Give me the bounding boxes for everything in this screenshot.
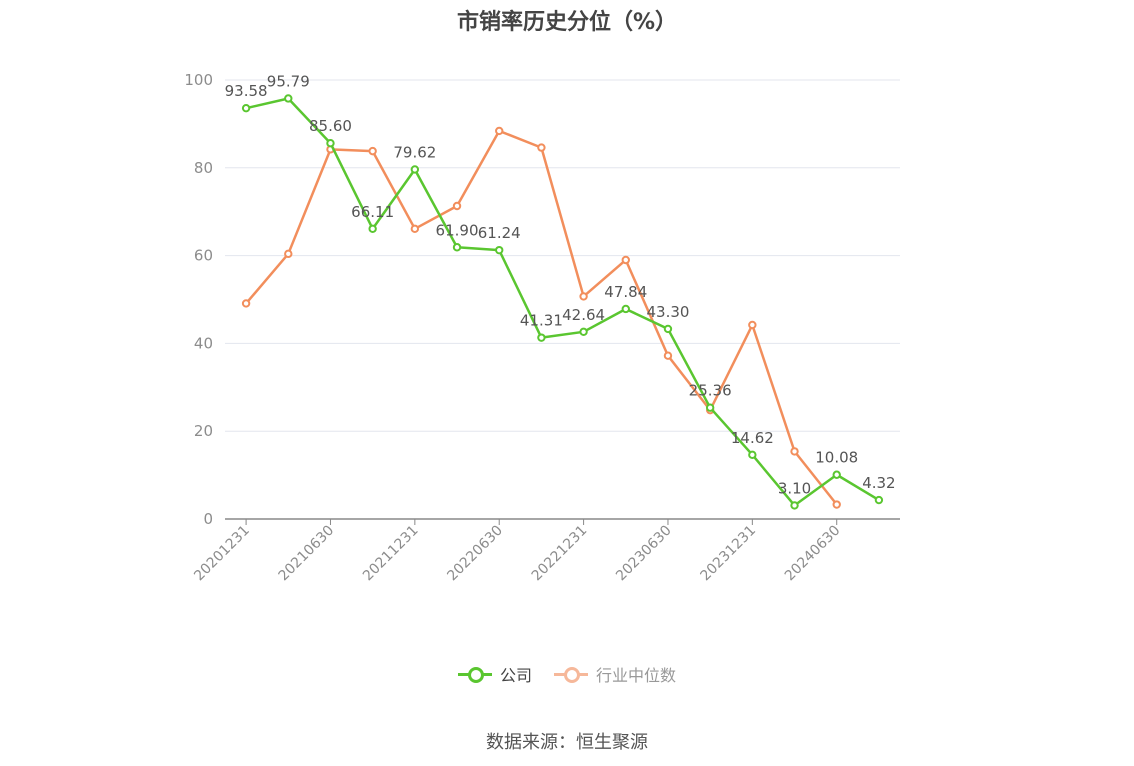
company-series-point: [705, 403, 715, 412]
industry-series-point: [748, 320, 757, 330]
company-data-label: 25.36: [689, 382, 732, 400]
industry-series-point: [452, 201, 462, 211]
company-series-point: [579, 327, 588, 337]
company-data-label: 85.60: [309, 117, 352, 135]
x-tick-label: 20221231: [529, 523, 591, 585]
x-tick-label: 20231231: [697, 523, 759, 585]
company-series-point: [284, 94, 293, 103]
company-series-point: [410, 165, 420, 174]
company-data-label: 41.31: [520, 312, 563, 330]
company-series-point: [663, 324, 673, 334]
industry-series-point: [790, 447, 799, 456]
company-data-label: 14.62: [731, 429, 774, 447]
x-axis: 20201231 20210630 20211231 20220630 20221231…: [191, 518, 900, 585]
company-series-point: [326, 139, 335, 148]
data-source: 数据来源：恒生聚源: [486, 732, 648, 753]
y-tick-label: 40: [194, 334, 213, 352]
y-tick-label: 0: [203, 510, 213, 528]
x-tick-label: 20220630: [444, 523, 506, 585]
company-data-label: 66.11: [351, 203, 394, 221]
company-data-label: 61.90: [436, 221, 479, 239]
industry-series-point: [410, 224, 420, 234]
company-series-point: [537, 333, 546, 342]
legend: 公司 行业中位数: [0, 662, 1134, 686]
industry-series-point: [663, 351, 673, 360]
industry-series-point: [579, 292, 588, 301]
legend-industry-label: 行业中位数: [596, 666, 677, 685]
industry-series-point: [621, 255, 630, 265]
y-tick-label: 80: [194, 159, 213, 177]
legend-company-label: 公司: [499, 666, 532, 685]
industry-series-point: [495, 126, 504, 136]
y-tick-label: 20: [194, 422, 213, 440]
chart-title: 市销率历史分位（%）: [456, 10, 678, 35]
company-series-point: [748, 450, 757, 460]
x-tick-label: 20201231: [191, 523, 253, 585]
company-series-point: [874, 495, 884, 505]
company-data-label: 10.08: [815, 449, 858, 467]
company-series-point: [495, 245, 504, 255]
company-series-point: [790, 501, 799, 510]
company-series-point: [621, 304, 630, 314]
industry-series-point: [832, 500, 841, 509]
company-data-label: 3.10: [778, 479, 811, 497]
company-series-line: [245, 97, 880, 507]
legend-company-marker: [457, 666, 492, 683]
y-tick-label: 60: [194, 247, 213, 265]
company-series-point: [452, 243, 462, 252]
x-tick-label: 20211231: [360, 523, 422, 585]
legend-item-industry[interactable]: 行业中位数: [554, 662, 676, 686]
company-series-point: [368, 224, 377, 233]
company-series-point: [241, 103, 251, 113]
y-axis-ticks: 0 20 40 60 80 100: [184, 71, 213, 528]
company-series-point: [832, 470, 841, 479]
industry-series-point: [537, 143, 546, 152]
x-tick-label: 20210630: [276, 523, 338, 585]
series-group: [241, 94, 884, 510]
company-data-label: 4.32: [862, 474, 895, 492]
company-data-label: 93.58: [225, 82, 268, 100]
industry-series-point: [284, 249, 293, 259]
legend-item-company[interactable]: 公司: [457, 662, 532, 686]
y-tick-label: 100: [184, 71, 213, 89]
company-data-label: 95.79: [267, 72, 310, 90]
x-tick-label: 20240630: [782, 523, 844, 585]
company-data-label: 61.24: [478, 224, 521, 242]
company-data-label: 43.30: [646, 303, 689, 321]
x-tick-label: 20230630: [613, 523, 675, 585]
legend-industry-marker: [554, 666, 588, 683]
industry-series-point: [368, 146, 377, 156]
company-data-label: 42.64: [562, 306, 605, 324]
industry-series-point: [241, 299, 251, 308]
company-data-label: 79.62: [393, 143, 436, 161]
company-data-label: 47.84: [604, 283, 647, 301]
